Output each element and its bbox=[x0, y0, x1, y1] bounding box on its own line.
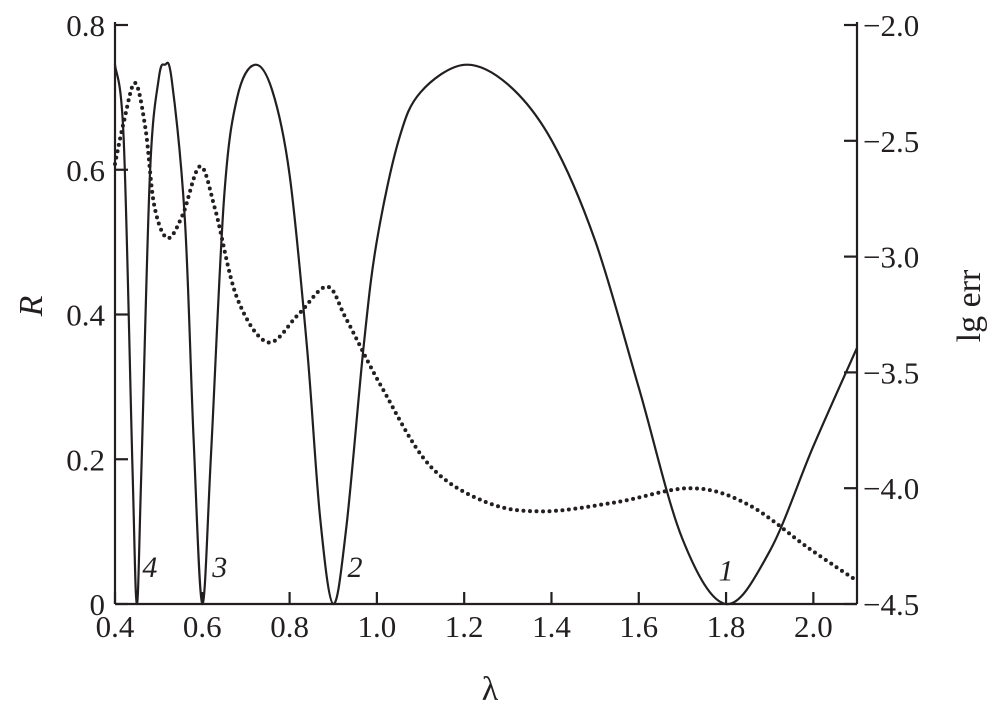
x-tick-label: 1.8 bbox=[707, 609, 746, 644]
curve-label: 3 bbox=[211, 551, 227, 584]
x-tick-label: 0.8 bbox=[270, 609, 309, 644]
labels: 0.4 0.6 0.8 1.0 1.2 1.4 1.6 1.8 2.0 0 0.2 0.4 0.6 0.8… bbox=[66, 8, 919, 644]
curve-label: 2 bbox=[348, 551, 363, 584]
axes bbox=[113, 22, 859, 606]
y2-tick-label: −3.5 bbox=[863, 355, 919, 390]
x-tick-label: 2.0 bbox=[794, 609, 833, 644]
x-tick-label: 0.4 bbox=[96, 609, 135, 644]
y2-axis-title: lg err bbox=[951, 269, 988, 342]
series-line-dotted bbox=[113, 80, 859, 583]
y-tick-label: 0.4 bbox=[66, 298, 105, 333]
curve-label: 1 bbox=[719, 555, 734, 588]
y-tick-label: 0.2 bbox=[66, 442, 105, 477]
x-tick-label: 1.6 bbox=[619, 609, 658, 644]
series-group bbox=[113, 61, 859, 606]
x-tick-label: 0.6 bbox=[183, 609, 222, 644]
y-tick-label: 0.8 bbox=[66, 8, 105, 43]
y2-tick-label: −4.0 bbox=[863, 471, 919, 506]
x-tick-label: 1.4 bbox=[532, 609, 571, 644]
y2-tick-label: −4.5 bbox=[863, 587, 919, 622]
x-axis-title: λ bbox=[482, 671, 499, 708]
y2-tick-label: −3.0 bbox=[863, 240, 919, 275]
curve-label: 4 bbox=[142, 551, 157, 584]
x-tick-label: 1.0 bbox=[358, 609, 397, 644]
y-tick-label: 0.6 bbox=[66, 153, 105, 188]
y-tick-label: 0 bbox=[90, 587, 106, 622]
y-axis-title: R bbox=[13, 295, 50, 317]
y2-tick-label: −2.5 bbox=[863, 124, 919, 159]
x-tick-label: 1.2 bbox=[445, 609, 484, 644]
y2-tick-label: −2.0 bbox=[863, 8, 919, 43]
series-line-solid bbox=[113, 61, 859, 606]
